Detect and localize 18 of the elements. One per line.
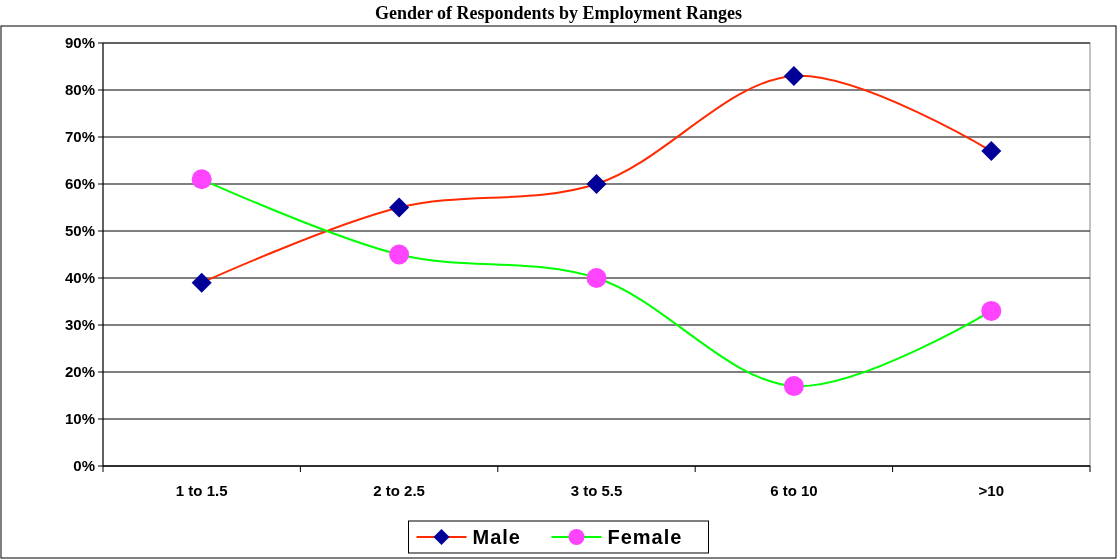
y-tick-label: 70% xyxy=(64,128,95,146)
y-tick-label: 10% xyxy=(64,410,95,428)
legend-label: Male xyxy=(472,526,521,548)
x-tick-label: >10 xyxy=(978,482,1005,499)
y-tick-label: 20% xyxy=(64,363,95,381)
x-tick-label: 6 to 10 xyxy=(770,482,818,499)
y-tick-label: 80% xyxy=(64,81,95,99)
y-tick-label: 30% xyxy=(64,316,95,334)
y-tick-label: 90% xyxy=(64,34,95,52)
y-tick-label: 0% xyxy=(73,457,95,475)
x-tick-label: 1 to 1.5 xyxy=(175,482,228,499)
x-tick-label: 3 to 5.5 xyxy=(570,482,623,499)
y-tick-label: 60% xyxy=(64,175,95,193)
y-tick-label: 40% xyxy=(64,269,95,287)
chart-title: Gender of Respondents by Employment Ranges xyxy=(374,3,743,23)
y-tick-label: 50% xyxy=(64,222,95,240)
legend-label: Female xyxy=(607,526,683,548)
x-tick-label: 2 to 2.5 xyxy=(373,482,425,499)
